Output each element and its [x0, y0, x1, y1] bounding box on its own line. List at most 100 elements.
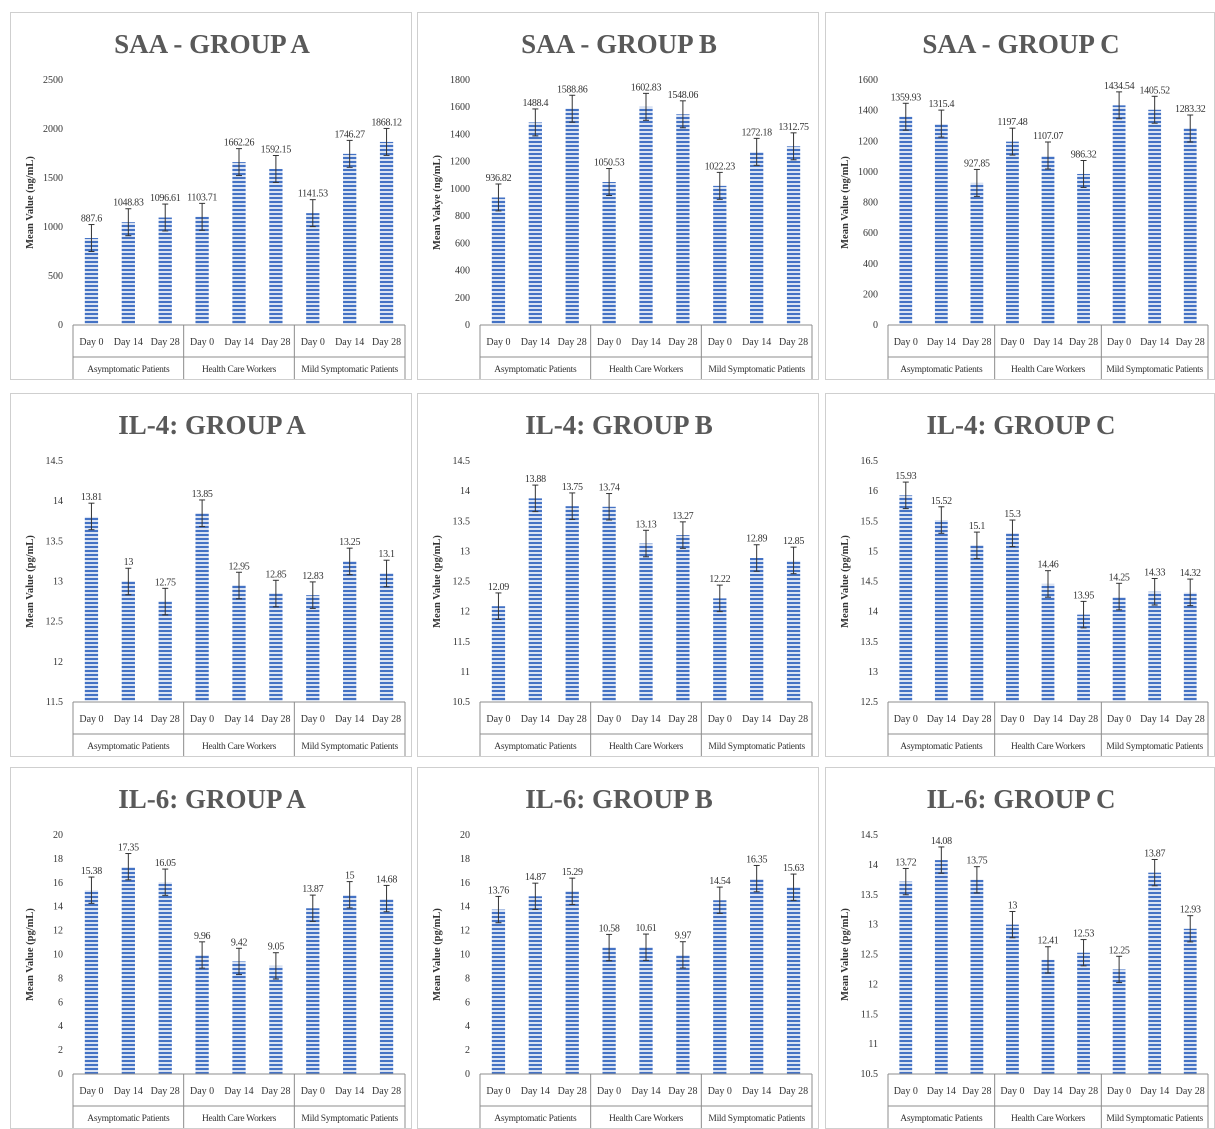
group-label: Mild Symptomatic Patients [708, 365, 805, 375]
chart-svg: IL-4: GROUP C Mean Value (pg/mL) 12.5 13 13.… [840, 410, 1209, 756]
chart-svg: IL-6: GROUP A Mean Value (pg/mL) 0 2 4 6 8 10 12… [25, 784, 406, 1128]
y-tick-label: 1600 [450, 102, 470, 113]
data-label: 15 [345, 871, 355, 882]
data-label: 13.87 [1144, 848, 1165, 859]
bar [84, 890, 99, 1074]
y-tick-label: 2 [58, 1045, 63, 1056]
bar [195, 216, 209, 325]
x-tick-label: Day 28 [558, 1086, 587, 1097]
y-tick-label: 4 [465, 1021, 470, 1032]
bar [1183, 928, 1197, 1074]
y-tick-label: 13.5 [453, 516, 471, 527]
y-tick-label: 13 [868, 667, 878, 678]
bar [121, 866, 135, 1074]
group-label: Health Care Workers [609, 365, 684, 375]
group-label: Health Care Workers [1011, 742, 1086, 752]
chart-svg: SAA - GROUP A Mean Value (ng/mL) 0 500 1000 1… [25, 29, 406, 379]
group-label: Health Care Workers [202, 365, 277, 375]
chart-panel-il4-group-c: IL-4: GROUP C Mean Value (pg/mL) 12.5 13 13.… [825, 393, 1215, 757]
bar [1148, 872, 1162, 1074]
y-tick-label: 18 [53, 854, 63, 865]
bar [713, 185, 727, 325]
chart-svg: IL-6: GROUP B Mean Value (pg/mL) 0 2 4 6 8 10 12… [432, 784, 813, 1128]
data-label: 14.32 [1180, 568, 1201, 579]
chart-title: IL-6: GROUP B [525, 784, 713, 814]
y-axis-label: Mean Vakye (ng/mL) [432, 154, 443, 250]
x-tick-label: Day 0 [597, 337, 621, 348]
data-label: 15.38 [81, 866, 102, 877]
data-label: 9.96 [194, 931, 211, 942]
chart-svg: SAA - GROUP C Mean Value (ng/mL) 0 200 400 60… [840, 29, 1209, 379]
y-tick-label: 1000 [858, 167, 878, 178]
data-label: 1488.4 [522, 98, 548, 109]
bar [1006, 141, 1019, 325]
x-tick-label: Day 14 [1140, 1086, 1169, 1097]
data-label: 1746.27 [334, 129, 365, 140]
bar [1077, 952, 1090, 1074]
x-tick-label: Day 28 [261, 1086, 290, 1097]
x-tick-label: Day 14 [335, 714, 364, 725]
bar [195, 513, 209, 702]
x-tick-label: Day 0 [486, 714, 510, 725]
data-label: 1272.18 [741, 127, 772, 138]
y-tick-label: 1000 [450, 184, 470, 195]
x-tick-label: Day 28 [372, 337, 401, 348]
y-tick-label: 12.5 [861, 950, 879, 961]
y-tick-label: 15.5 [861, 516, 879, 527]
y-tick-label: 8 [58, 973, 63, 984]
data-label: 12.95 [228, 561, 249, 572]
x-tick-label: Day 14 [521, 1086, 550, 1097]
data-label: 1662.26 [224, 138, 255, 149]
y-tick-label: 1800 [450, 75, 470, 86]
group-label: Health Care Workers [1011, 1114, 1086, 1124]
bar [639, 947, 653, 1074]
y-tick-label: 13 [460, 546, 470, 557]
data-label: 12.85 [265, 569, 286, 580]
y-tick-label: 20 [53, 830, 63, 841]
data-label: 13.27 [672, 511, 693, 522]
group-label: Health Care Workers [609, 742, 684, 752]
y-tick-label: 2000 [43, 124, 63, 135]
y-tick-label: 16.5 [861, 456, 879, 467]
y-tick-label: 10.5 [861, 1069, 879, 1080]
bar [158, 601, 172, 702]
data-label: 12.22 [709, 574, 730, 585]
data-label: 13.72 [895, 857, 916, 868]
bar [158, 882, 172, 1074]
x-tick-label: Day 14 [335, 1086, 364, 1097]
y-tick-label: 14 [460, 486, 470, 497]
group-label: Asymptomatic Patients [900, 742, 983, 752]
bar [786, 560, 801, 702]
data-label: 14.54 [709, 876, 730, 887]
data-label: 10.58 [599, 923, 620, 934]
chart-panel-saa-group-c: SAA - GROUP C Mean Value (ng/mL) 0 200 400 60… [825, 12, 1215, 380]
y-tick-label: 1600 [858, 75, 878, 86]
y-axis-label: Mean Value (pg/mL) [840, 908, 851, 1001]
y-tick-label: 2500 [43, 75, 63, 86]
data-label: 9.05 [268, 942, 285, 953]
bar [934, 860, 948, 1074]
x-tick-label: Day 14 [521, 337, 550, 348]
group-label: Asymptomatic Patients [900, 365, 983, 375]
y-tick-label: 16 [868, 486, 878, 497]
y-tick-label: 11 [868, 1039, 878, 1050]
bar [1041, 583, 1055, 702]
data-label: 1096.61 [150, 193, 181, 204]
y-tick-label: 10 [460, 950, 470, 961]
data-label: 13 [1008, 900, 1018, 911]
x-tick-label: Day 14 [224, 337, 253, 348]
data-label: 887.6 [81, 214, 102, 225]
chart-title: SAA - GROUP A [114, 29, 310, 59]
x-tick-label: Day 28 [1069, 337, 1098, 348]
data-label: 15.63 [783, 863, 804, 874]
y-tick-label: 2 [465, 1045, 470, 1056]
chart-title: IL-4: GROUP B [525, 410, 713, 440]
y-tick-label: 4 [58, 1021, 63, 1032]
data-label: 14.08 [931, 836, 952, 847]
data-label: 15.93 [895, 471, 916, 482]
x-tick-label: Day 0 [486, 337, 510, 348]
bar [491, 606, 506, 702]
group-label: Asymptomatic Patients [87, 742, 170, 752]
x-tick-label: Day 0 [708, 714, 732, 725]
x-tick-label: Day 14 [631, 1086, 660, 1097]
